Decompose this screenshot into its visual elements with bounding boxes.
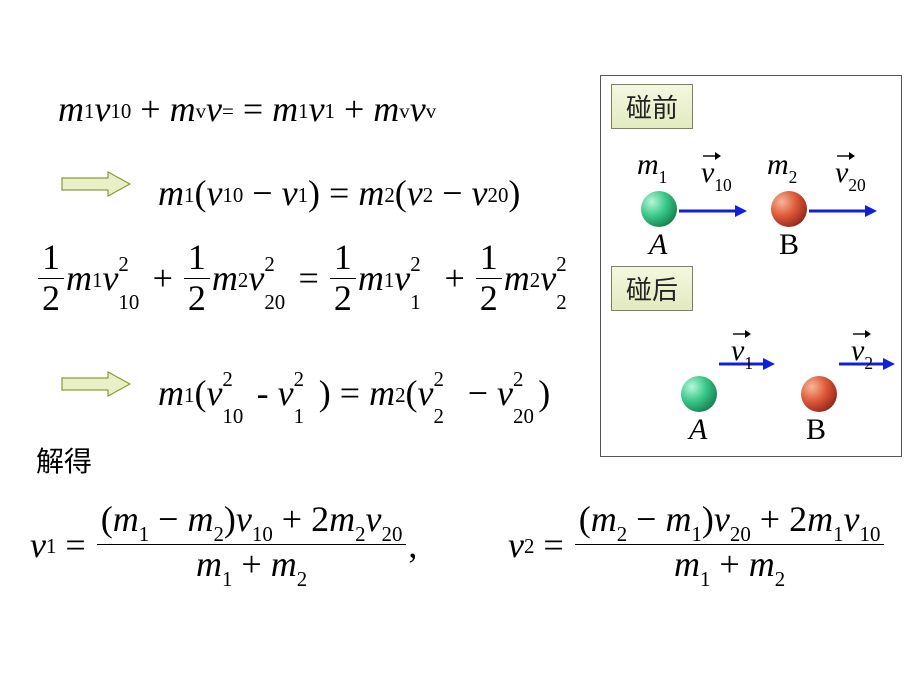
- v20-label: v20: [835, 156, 866, 194]
- ball-a-after-name: A: [689, 413, 707, 447]
- implies-arrow-icon: [60, 370, 132, 398]
- ball-b-before: [771, 191, 807, 227]
- after-label: 碰后: [611, 266, 693, 311]
- equation-momentum: m1v10 + mvv = = m1v1 + mvvv: [58, 88, 436, 130]
- solve-label: 解得: [36, 440, 92, 480]
- before-label: 碰前: [611, 84, 693, 129]
- collision-diagram: 碰前 碰后 A m1 v10 B m2 v20 A v1 B v2: [600, 75, 902, 457]
- equation-energy-factored: m1(v210 - v21) = m2(v22 − v220): [158, 372, 550, 414]
- equation-energy: 12 m1v210 + 12 m2v220 = 12 m1v21 + 12 m2…: [36, 238, 581, 318]
- ball-a-before-name: A: [649, 228, 667, 262]
- equation-v1-solution: v1 = (m1 − m2)v10 + 2m2v20 m1 + m2 ,: [30, 500, 417, 589]
- v2-label: v2: [851, 334, 873, 372]
- equation-momentum-factored: m1(v10 − v1) = m2(v2 − v20): [158, 172, 520, 214]
- ball-a-mass: m1: [637, 148, 667, 186]
- v1-label: v1: [731, 334, 753, 372]
- ball-a-after: [681, 376, 717, 412]
- implies-arrow-icon: [60, 170, 132, 198]
- ball-b-before-name: B: [779, 228, 799, 262]
- ball-b-after: [801, 376, 837, 412]
- v10-label: v10: [701, 156, 732, 194]
- ball-b-after-name: B: [806, 413, 826, 447]
- velocity-arrow-icon: [809, 201, 877, 221]
- ball-a-before: [641, 191, 677, 227]
- ball-b-mass: m2: [767, 148, 797, 186]
- equation-v2-solution: v2 = (m2 − m1)v20 + 2m1v10 m1 + m2: [508, 500, 886, 589]
- velocity-arrow-icon: [679, 201, 747, 221]
